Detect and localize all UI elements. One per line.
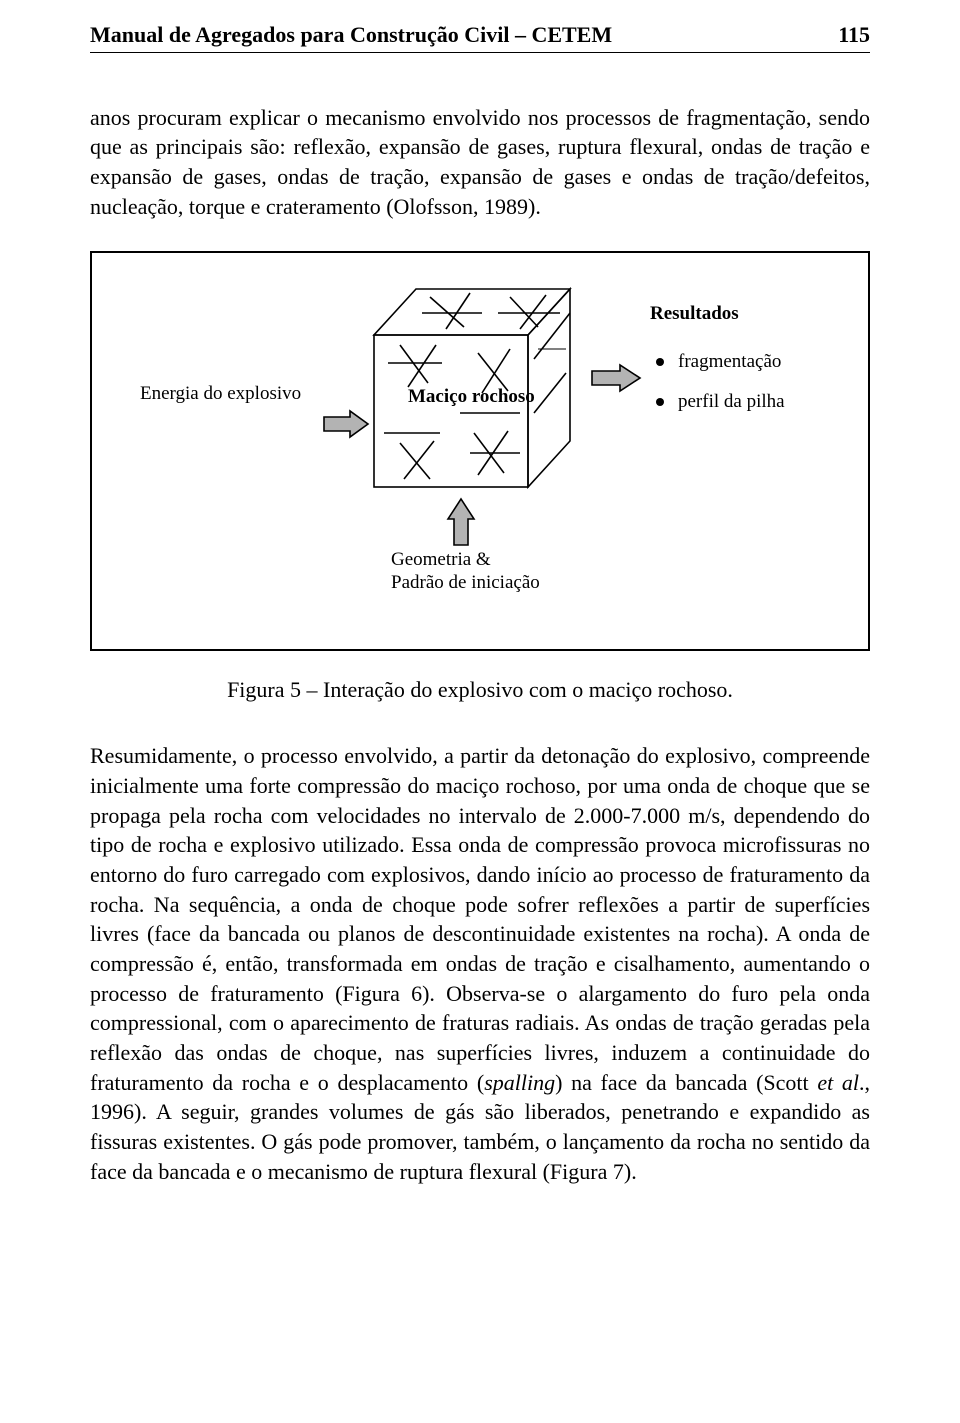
- paragraph-1: anos procuram explicar o mecanismo envol…: [90, 103, 870, 222]
- figure-5-caption: Figura 5 – Interação do explosivo com o …: [90, 675, 870, 705]
- paragraph-2: Resumidamente, o processo envolvido, a p…: [90, 741, 870, 1186]
- figure-stage: Energia do explosivo: [122, 283, 838, 625]
- arrow-right-icon: [322, 409, 370, 439]
- results-block: Resultados fragmentação perfil da pilha: [650, 301, 785, 428]
- arrow-up-icon: [446, 495, 476, 547]
- p2-italic-spalling: spalling: [484, 1070, 555, 1095]
- header-title: Manual de Agregados para Construção Civi…: [90, 20, 612, 50]
- result-item: fragmentação: [656, 349, 785, 375]
- geometry-label: Geometria & Padrão de iniciação: [391, 549, 540, 595]
- page-header: Manual de Agregados para Construção Civi…: [90, 20, 870, 53]
- p2-part1: ) na face da bancada (Scott: [555, 1070, 817, 1095]
- page-number: 115: [838, 20, 870, 50]
- results-title: Resultados: [650, 301, 785, 327]
- geom-line-1: Geometria &: [391, 549, 491, 570]
- p2-part0: Resumidamente, o processo envolvido, a p…: [90, 743, 870, 1095]
- p2-italic-etal: et al: [817, 1070, 859, 1095]
- result-item: perfil da pilha: [656, 389, 785, 415]
- cube-label: Maciço rochoso: [408, 384, 535, 410]
- figure-5-box: Energia do explosivo: [90, 251, 870, 651]
- arrow-right-icon: [590, 363, 642, 393]
- geom-line-2: Padrão de iniciação: [391, 572, 540, 593]
- energy-label: Energia do explosivo: [140, 381, 301, 407]
